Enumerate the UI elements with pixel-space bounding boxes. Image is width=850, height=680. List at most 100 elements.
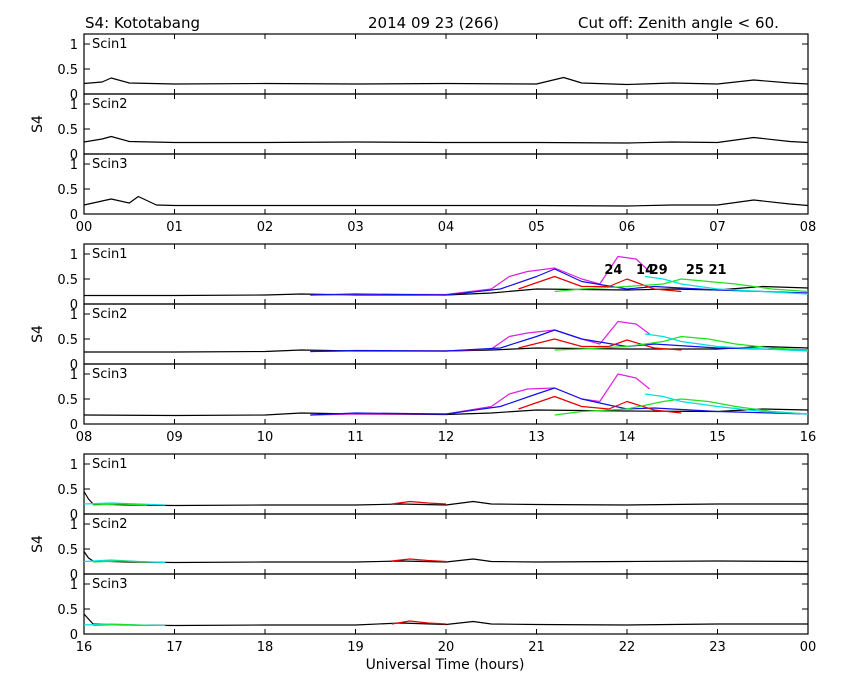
series-line-red <box>518 275 682 293</box>
x-tick-label: 09 <box>166 430 183 445</box>
series-line-black <box>83 135 809 144</box>
series-line-red <box>518 338 682 351</box>
y-tick-label: 1 <box>70 308 78 323</box>
y-tick-label: 0 <box>70 628 78 643</box>
panel-label: Scin2 <box>92 517 128 532</box>
series-line-green <box>93 503 148 506</box>
y-tick-label: 1 <box>70 458 78 473</box>
x-tick-label: 01 <box>166 220 183 235</box>
x-tick-label: 17 <box>166 640 183 655</box>
y-tick-label: 0.5 <box>57 333 78 348</box>
x-tick-label: 10 <box>257 430 274 445</box>
panel-scin1: 0 0.5 1 Scin1 <box>57 33 809 103</box>
date-title: 2014 09 23 (266) <box>368 14 499 32</box>
panel-label: Scin1 <box>92 37 128 52</box>
y-tick-label: 0 <box>70 508 78 523</box>
panel-label: Scin3 <box>92 157 128 172</box>
x-tick-label: 06 <box>619 220 636 235</box>
y-tick-label: 0.5 <box>57 183 78 198</box>
y-tick-label: 1 <box>70 518 78 533</box>
series-line-red <box>518 395 682 414</box>
series-line-red <box>391 620 447 625</box>
prn-label: 21 <box>708 263 726 278</box>
x-tick-label: 00 <box>800 640 817 655</box>
prn-label: 29 <box>650 263 668 278</box>
panel-scin3: 0 0.5 1 Scin3 <box>57 573 809 643</box>
series-line-red <box>391 500 447 505</box>
series-line-green <box>93 623 148 627</box>
y-tick-label: 0 <box>70 148 78 163</box>
series-line-cyan <box>645 275 809 295</box>
y-tick-label: 0 <box>70 88 78 103</box>
station-title: S4: Kototabang <box>85 14 200 32</box>
y-tick-label: 0 <box>70 418 78 433</box>
panel-scin2: 0 0.5 1 Scin2 <box>57 513 809 583</box>
series-line-blue <box>310 268 809 296</box>
x-tick-label: 08 <box>800 220 817 235</box>
y-tick-label: 0 <box>70 568 78 583</box>
panel-group-3: 0 0.5 1 Scin1 0 0.5 1 Scin2 0 0.5 1 Scin3 S4 16 17 18 19… <box>30 453 817 655</box>
panel-scin3: 0 0.5 1 Scin3 <box>57 363 809 433</box>
x-tick-label: 16 <box>800 430 817 445</box>
series-line-green <box>554 398 809 416</box>
series-line-green <box>554 278 809 293</box>
y-tick-label: 0 <box>70 298 78 313</box>
x-tick-label: 22 <box>619 640 636 655</box>
y-tick-label: 0.5 <box>57 483 78 498</box>
x-tick-label: 03 <box>347 220 364 235</box>
y-axis-label: S4 <box>30 115 46 133</box>
y-tick-label: 0 <box>70 208 78 223</box>
panel-label: Scin1 <box>92 457 128 472</box>
y-tick-label: 1 <box>70 98 78 113</box>
series-line-cyan <box>645 333 809 352</box>
x-tick-label: 02 <box>257 220 274 235</box>
y-tick-label: 0.5 <box>57 603 78 618</box>
y-tick-label: 1 <box>70 248 78 263</box>
panel-label: Scin1 <box>92 247 128 262</box>
y-tick-label: 0.5 <box>57 63 78 78</box>
x-tick-label: 23 <box>709 640 726 655</box>
panel-label: Scin2 <box>92 97 128 112</box>
series-line-black <box>83 408 809 417</box>
panel-frame <box>83 33 809 95</box>
prn-label: 25 <box>686 263 704 278</box>
panel-group-2: 0 0.5 1 Scin1 0 0.5 1 Scin2 0 0.5 1 Scin3 S4 08 09 10 11… <box>30 243 817 445</box>
x-tick-label: 08 <box>76 430 93 445</box>
panel-frame <box>83 303 809 365</box>
panel-label: Scin3 <box>92 367 128 382</box>
series-line-cyan <box>83 502 166 506</box>
panel-group-1: 0 0.5 1 Scin1 0 0.5 1 Scin2 0 0.5 1 Scin3 S4 00 01 02 03… <box>30 33 817 235</box>
series-line-green <box>554 335 809 351</box>
panel-scin1: 0 0.5 1 Scin1 <box>57 453 809 523</box>
series-line-green <box>93 560 148 563</box>
panel-frame <box>83 93 809 155</box>
series-line-black <box>83 195 809 207</box>
y-tick-label: 1 <box>70 38 78 53</box>
series-line-blue <box>310 387 809 416</box>
series-line-black <box>83 76 809 86</box>
panel-scin1: 0 0.5 1 Scin1 <box>57 243 809 313</box>
x-tick-label: 20 <box>438 640 455 655</box>
x-tick-label: 16 <box>76 640 93 655</box>
y-tick-label: 0.5 <box>57 543 78 558</box>
panel-label: Scin3 <box>92 577 128 592</box>
x-tick-label: 11 <box>347 430 364 445</box>
cutoff-title: Cut off: Zenith angle < 60. <box>578 14 779 32</box>
x-tick-label: 14 <box>619 430 636 445</box>
panel-label: Scin2 <box>92 307 128 322</box>
x-tick-label: 07 <box>709 220 726 235</box>
y-tick-label: 0.5 <box>57 123 78 138</box>
x-tick-label: 04 <box>438 220 455 235</box>
y-tick-label: 1 <box>70 158 78 173</box>
y-tick-label: 0.5 <box>57 393 78 408</box>
x-tick-label: 19 <box>347 640 364 655</box>
x-tick-label: 00 <box>76 220 93 235</box>
y-tick-label: 1 <box>70 578 78 593</box>
x-axis-label: Universal Time (hours) <box>366 657 525 673</box>
panel-scin2: 0 0.5 1 Scin2 <box>57 303 809 373</box>
y-axis-label: S4 <box>30 535 46 553</box>
x-tick-label: 15 <box>709 430 726 445</box>
x-tick-label: 21 <box>528 640 545 655</box>
